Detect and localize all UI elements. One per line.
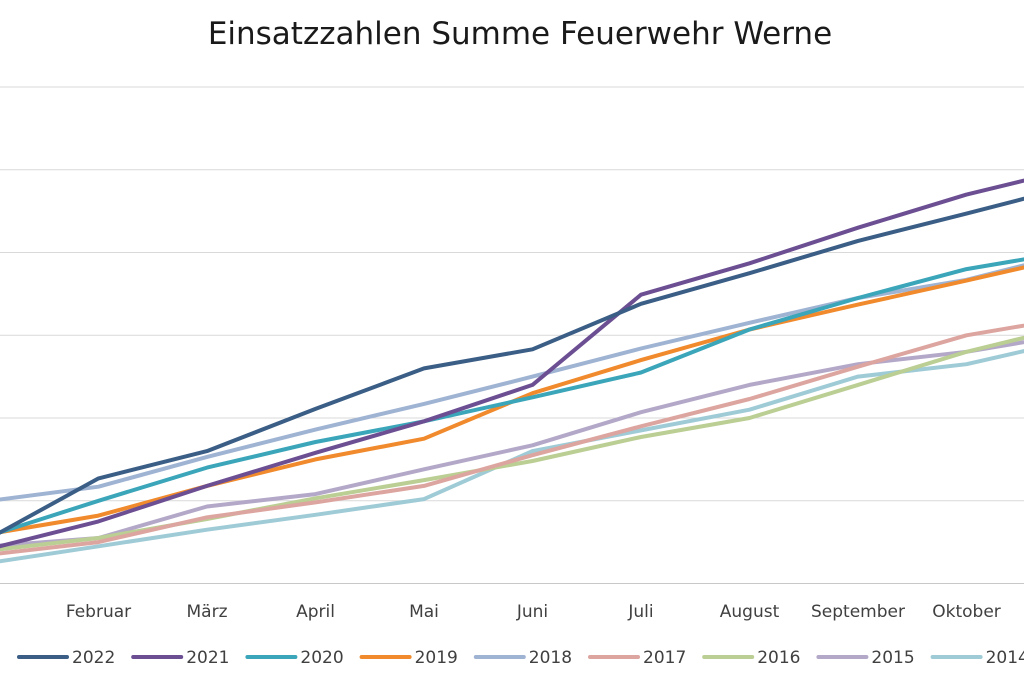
legend-label-2022: 2022 <box>72 648 115 668</box>
x-tick-label: Juli <box>627 602 653 622</box>
x-tick-label: Februar <box>66 602 131 622</box>
x-tick-label: Juni <box>516 602 548 622</box>
legend-label-2019: 2019 <box>415 648 458 668</box>
series-line-2022 <box>0 196 1024 535</box>
x-tick-label: September <box>811 602 905 622</box>
series-line-2015 <box>0 340 1024 548</box>
x-tick-label: Oktober <box>932 602 1001 622</box>
chart-title: Einsatzzahlen Summe Feuerwehr Werne <box>207 16 833 52</box>
series-line-2017 <box>0 323 1024 556</box>
gridlines <box>0 86 1024 584</box>
legend-label-2015: 2015 <box>871 648 914 668</box>
series-lines <box>0 178 1024 564</box>
x-tick-label: Mai <box>409 602 439 622</box>
legend-label-2017: 2017 <box>643 648 686 668</box>
legend-label-2014: 2014 <box>986 648 1024 668</box>
series-line-2018 <box>0 263 1024 502</box>
x-tick-label: März <box>187 602 228 622</box>
legend-label-2018: 2018 <box>529 648 572 668</box>
x-tick-label: April <box>296 602 335 622</box>
series-line-2021 <box>0 178 1024 549</box>
x-axis-tick-labels: rFebruarMärzAprilMaiJuniJuliAugustSeptem… <box>66 602 1001 622</box>
series-line-2020 <box>0 257 1024 535</box>
x-tick-label: August <box>720 602 780 622</box>
series-line-2016 <box>0 335 1024 552</box>
legend-label-2021: 2021 <box>186 648 229 668</box>
legend-label-2016: 2016 <box>757 648 800 668</box>
legend: 2022 2021 2020 2019 2018 2017 2016 2015 2014 <box>17 648 1024 668</box>
legend-label-2020: 2020 <box>300 648 343 668</box>
